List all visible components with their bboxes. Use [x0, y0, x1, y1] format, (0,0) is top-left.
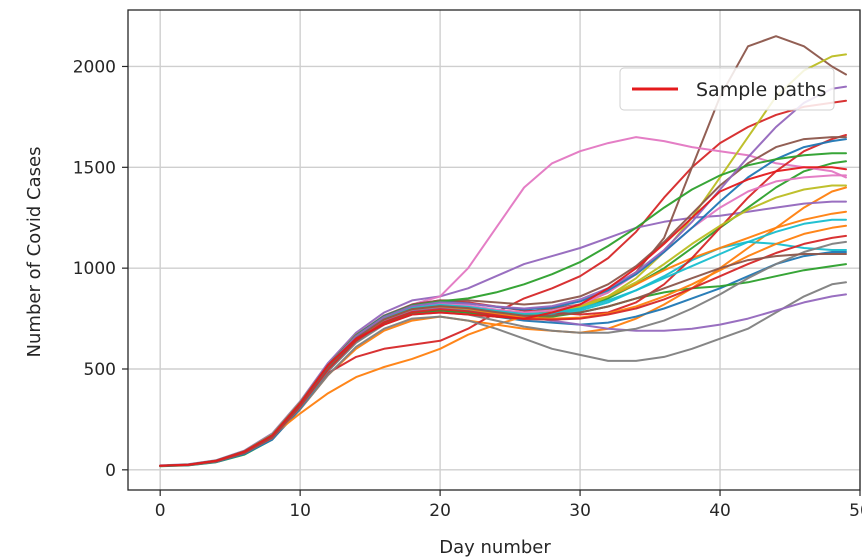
sample-path-line: [159, 253, 847, 467]
legend-frame: [619, 67, 835, 111]
y-tick-label: 2000: [73, 57, 116, 77]
sample-path-line: [159, 200, 847, 467]
sample-path-line: [159, 263, 847, 467]
y-axis-ticks: 0 500 1000 1500 2000: [73, 57, 128, 481]
sample-path-line: [159, 234, 847, 467]
series-lines: [159, 35, 847, 468]
y-tick-label: 1000: [73, 259, 116, 279]
legend: Sample paths: [619, 67, 835, 111]
sample-path-line: [159, 251, 847, 467]
sample-path-line: [159, 240, 847, 467]
sample-path-line: [159, 186, 847, 467]
x-tick-label: 50: [849, 501, 862, 521]
x-axis-label: Day number: [439, 537, 551, 558]
legend-label: Sample paths: [696, 79, 826, 101]
y-tick-label: 1500: [73, 158, 116, 178]
sample-path-line: [159, 210, 847, 467]
x-tick-label: 0: [155, 501, 166, 521]
plot-frame: [127, 9, 861, 491]
x-axis-ticks: 0 10 20 30 40 50: [155, 490, 862, 521]
x-tick-label: 10: [289, 501, 311, 521]
y-axis-label: Number of Covid Cases: [24, 147, 45, 358]
x-tick-label: 40: [709, 501, 731, 521]
y-tick-label: 500: [84, 360, 116, 380]
x-tick-label: 30: [569, 501, 591, 521]
sample-path-line: [159, 166, 847, 467]
x-tick-label: 20: [429, 501, 451, 521]
sample-path-line: [159, 218, 847, 467]
sample-path-line: [159, 240, 847, 467]
sample-path-line: [159, 53, 847, 467]
sample-path-line: [159, 136, 847, 467]
sample-path-line: [159, 134, 847, 467]
sample-path-line: [159, 136, 847, 467]
axes: [127, 9, 861, 491]
y-tick-label: 0: [105, 461, 116, 481]
